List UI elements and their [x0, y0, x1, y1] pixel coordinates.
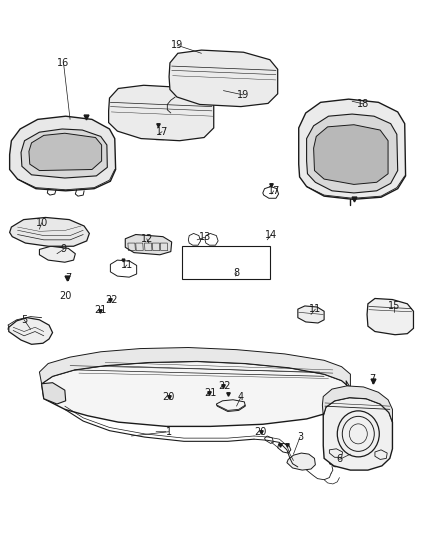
Text: 13: 13	[199, 232, 211, 242]
Text: 11: 11	[121, 260, 133, 270]
Text: 11: 11	[309, 304, 321, 314]
Polygon shape	[287, 453, 315, 470]
Polygon shape	[9, 318, 53, 344]
Polygon shape	[109, 85, 214, 141]
Text: 9: 9	[60, 245, 67, 254]
Polygon shape	[125, 235, 172, 255]
Text: 5: 5	[21, 315, 27, 325]
Polygon shape	[298, 306, 324, 323]
Text: 4: 4	[238, 392, 244, 402]
Text: 8: 8	[233, 268, 240, 278]
Text: 10: 10	[35, 218, 48, 228]
Polygon shape	[42, 383, 66, 404]
Text: 3: 3	[297, 432, 303, 442]
Text: 21: 21	[95, 305, 107, 315]
Text: 21: 21	[204, 389, 216, 398]
Text: 7: 7	[369, 375, 375, 384]
Polygon shape	[322, 386, 392, 422]
Polygon shape	[39, 246, 75, 262]
Text: 17: 17	[156, 127, 168, 136]
Polygon shape	[323, 398, 392, 470]
Text: 20: 20	[162, 392, 175, 402]
Text: 19: 19	[237, 90, 249, 100]
Polygon shape	[314, 125, 388, 184]
Text: 1: 1	[166, 427, 172, 437]
Text: 6: 6	[336, 455, 343, 464]
Text: 20: 20	[60, 292, 72, 301]
Polygon shape	[307, 114, 398, 193]
Polygon shape	[21, 129, 107, 178]
Polygon shape	[39, 348, 350, 388]
Polygon shape	[299, 99, 406, 199]
Bar	[182, 246, 270, 279]
Polygon shape	[29, 133, 102, 171]
Text: 20: 20	[254, 427, 267, 437]
Ellipse shape	[231, 269, 240, 279]
Text: 17: 17	[268, 186, 280, 196]
Polygon shape	[367, 298, 413, 335]
Text: 7: 7	[65, 273, 71, 283]
Polygon shape	[10, 217, 89, 246]
Text: 18: 18	[357, 99, 370, 109]
Polygon shape	[10, 116, 116, 191]
Text: 22: 22	[218, 381, 230, 391]
Text: 16: 16	[57, 58, 70, 68]
Polygon shape	[169, 50, 278, 107]
Text: 19: 19	[171, 41, 184, 50]
Text: 14: 14	[265, 230, 278, 239]
Text: 12: 12	[141, 234, 153, 244]
Text: 22: 22	[106, 295, 118, 304]
Text: 15: 15	[388, 302, 400, 311]
Polygon shape	[42, 361, 350, 426]
